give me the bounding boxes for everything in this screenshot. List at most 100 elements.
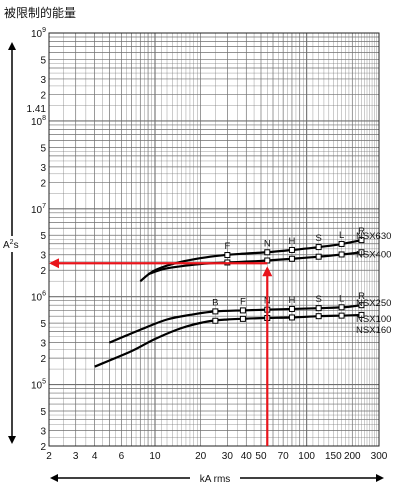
- plot-frame: [48, 32, 380, 447]
- y-tick-base: 10: [31, 293, 43, 304]
- x-tick-label: 20: [195, 451, 207, 462]
- y-tick-exp: 9: [42, 27, 46, 34]
- breaking-capacity-label: F: [240, 296, 246, 307]
- x-tick-label: 200: [344, 451, 361, 462]
- curve-marker: [338, 251, 345, 258]
- curve-marker: [315, 244, 322, 251]
- y-tick-label: 107: [31, 203, 46, 216]
- x-tick-label: 4: [92, 451, 98, 462]
- series-label: NSX400: [356, 249, 391, 260]
- y-tick-label: 5: [40, 231, 46, 242]
- curve-nsx400: [147, 251, 362, 276]
- y-tick-base: 10: [31, 205, 43, 216]
- breaking-capacity-label: H: [289, 236, 296, 247]
- curve-marker: [212, 317, 219, 324]
- y-tick-label: 3: [40, 427, 46, 438]
- series-label: NSX250: [356, 298, 391, 309]
- curve-marker: [358, 311, 365, 318]
- y-tick-label: 108: [31, 115, 46, 128]
- breaking-capacity-label: R: [358, 226, 365, 237]
- x-tick-label: 150: [325, 451, 342, 462]
- x-axis-label: kA rms: [200, 474, 231, 485]
- y-tick-exp: 5: [42, 379, 46, 386]
- y-tick-label: 2: [40, 90, 46, 101]
- curve-marker: [264, 249, 271, 256]
- y-tick-exp: 8: [42, 115, 46, 122]
- y-tick-label: 105: [31, 379, 46, 392]
- x-tick-label: 40: [241, 451, 253, 462]
- curve-marker: [338, 312, 345, 319]
- y-tick-label: 5: [40, 55, 46, 66]
- y-tick-label: 5: [40, 407, 46, 418]
- curve-nsx630: [139, 239, 362, 283]
- x-tick-label: 10: [149, 451, 161, 462]
- y-tick-label: 2: [40, 354, 46, 365]
- x-axis-tick-labels: 2 3 4 6 10 20 30 40 50 70 100 150 200 300: [46, 451, 388, 462]
- breaking-capacity-label: L: [339, 230, 344, 241]
- annotation: [49, 258, 273, 446]
- curve-nsx250: [108, 304, 362, 344]
- y-tick-label: 106: [31, 291, 46, 304]
- x-tick-label: 100: [298, 451, 315, 462]
- y-tick-label: 3: [40, 339, 46, 350]
- y-tick-label: 5: [40, 319, 46, 330]
- curve-marker: [239, 307, 246, 314]
- curve-marker: [315, 305, 322, 312]
- breaking-capacity-label: B: [212, 297, 218, 308]
- y-tick-label: 2: [40, 442, 46, 453]
- y-tick-label: 2: [40, 178, 46, 189]
- curve-marker: [224, 252, 231, 259]
- y-tick-label: 3: [40, 75, 46, 86]
- y-tick-base: 10: [31, 381, 43, 392]
- curve-marker: [338, 240, 345, 247]
- x-tick-label: 2: [46, 451, 52, 462]
- breaking-capacity-label: N: [264, 238, 271, 249]
- x-tick-label: 3: [73, 451, 79, 462]
- chart-title: 被限制的能量: [4, 5, 76, 20]
- curve-marker: [358, 237, 365, 244]
- y-tick-label: 3: [40, 251, 46, 262]
- breaking-capacity-label: L: [339, 293, 344, 304]
- x-tick-label: 70: [278, 451, 290, 462]
- y-tick-label: 1.41: [27, 104, 47, 115]
- x-tick-label: 6: [119, 451, 125, 462]
- breaking-capacity-label: R: [358, 291, 365, 302]
- series-label: NSX630: [356, 231, 391, 242]
- series-label: NSX100: [356, 314, 391, 325]
- y-tick-label: 2: [40, 266, 46, 277]
- curve-marker: [315, 253, 322, 260]
- curve-marker: [358, 249, 365, 256]
- y-tick-base: 10: [31, 117, 43, 128]
- x-tick-label: 50: [255, 451, 267, 462]
- breaking-capacity-label: H: [289, 295, 296, 306]
- curve-marker: [338, 304, 345, 311]
- x-tick-label: 300: [371, 451, 388, 462]
- y-tick-exp: 7: [42, 203, 46, 210]
- y-axis-label-tail: s: [14, 240, 19, 251]
- chart-grid: [48, 33, 380, 447]
- y-axis-label: A2s: [3, 239, 19, 251]
- curve-marker: [288, 255, 295, 262]
- curve-marker: [315, 313, 322, 320]
- curve-marker: [288, 314, 295, 321]
- curve-marker: [288, 305, 295, 312]
- y-tick-exp: 6: [42, 291, 46, 298]
- y-axis-label-sup: 2: [10, 239, 14, 246]
- curve-marker: [358, 302, 365, 309]
- breaking-capacity-label: F: [224, 241, 230, 252]
- y-axis-label-base: A: [3, 240, 10, 251]
- y-tick-label: 5: [40, 143, 46, 154]
- curve-marker: [239, 315, 246, 322]
- y-tick-base: 10: [31, 29, 43, 40]
- curve-marker: [288, 246, 295, 253]
- y-tick-label: 3: [40, 163, 46, 174]
- breaking-capacity-label: S: [315, 233, 321, 244]
- curve-nsx100: [94, 313, 362, 368]
- curve-marker: [212, 308, 219, 315]
- y-tick-label: 109: [31, 27, 46, 40]
- x-tick-label: 30: [222, 451, 234, 462]
- series-label: NSX160: [356, 325, 391, 336]
- breaking-capacity-label: S: [315, 294, 321, 305]
